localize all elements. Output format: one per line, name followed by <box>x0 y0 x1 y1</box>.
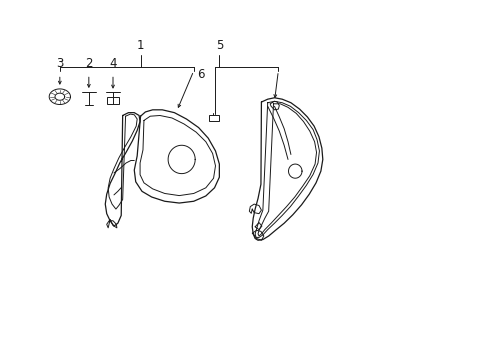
Bar <box>208 115 219 121</box>
Bar <box>107 98 119 104</box>
Text: 4: 4 <box>109 57 117 70</box>
Text: 6: 6 <box>197 68 204 81</box>
Text: 5: 5 <box>215 39 223 53</box>
Text: 3: 3 <box>56 57 63 70</box>
Text: 1: 1 <box>137 39 144 53</box>
Text: 2: 2 <box>85 57 92 70</box>
